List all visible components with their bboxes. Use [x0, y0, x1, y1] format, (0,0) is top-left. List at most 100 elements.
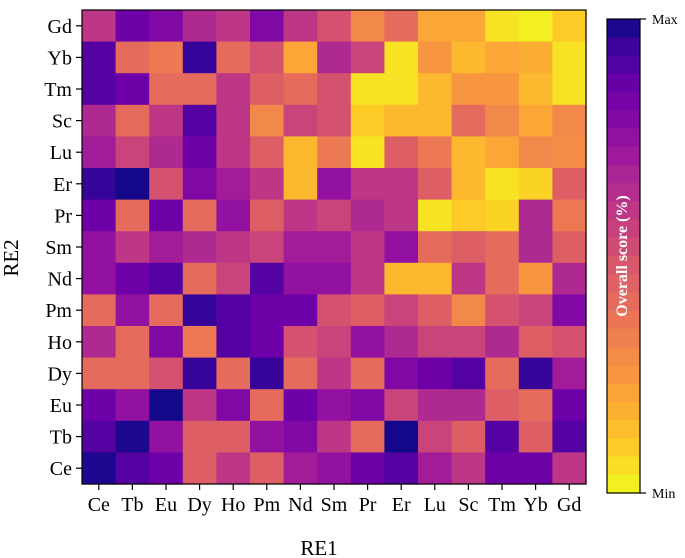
y-tick-label-Sc: Sc — [52, 111, 72, 133]
heatmap-cell-Dy-Ho — [216, 357, 251, 390]
heatmap-cell-Tb-Tb — [115, 420, 150, 453]
heatmap-cell-Nd-Pm — [250, 262, 285, 295]
heatmap-cell-Ce-Tm — [485, 452, 520, 485]
heatmap-cell-Dy-Eu — [149, 357, 184, 390]
heatmap-cell-Ce-Dy — [182, 452, 217, 485]
colorbar-step — [607, 474, 640, 494]
heatmap-cell-Sm-Lu — [418, 231, 453, 264]
heatmap-cell-Tb-Gd — [552, 420, 587, 453]
colorbar-step — [607, 310, 640, 330]
heatmap-cell-Er-Sc — [451, 168, 486, 201]
heatmap-cell-Ho-Pr — [350, 326, 385, 359]
x-tick-label-Gd: Gd — [557, 494, 581, 516]
heatmap-cell-Pr-Sc — [451, 199, 486, 232]
heatmap-cell-Gd-Tm — [485, 10, 520, 43]
colorbar-title: Overall score (%) — [614, 195, 631, 316]
x-tick-label-Ce: Ce — [88, 494, 110, 516]
heatmap-cell-Yb-Lu — [418, 41, 453, 74]
heatmap-cell-Tm-Yb — [518, 73, 553, 106]
heatmap-cell-Tm-Pr — [350, 73, 385, 106]
heatmap-cell-Ce-Gd — [552, 452, 587, 485]
heatmap-cell-Gd-Pr — [350, 10, 385, 43]
colorbar-step — [607, 73, 640, 93]
colorbar-min-label: Min — [652, 487, 675, 502]
heatmap-cell-Gd-Ho — [216, 10, 251, 43]
x-tick-label-Pr: Pr — [359, 494, 377, 516]
heatmap-cell-Eu-Ho — [216, 389, 251, 422]
colorbar-frame — [606, 18, 641, 494]
colorbar-step — [607, 274, 640, 294]
x-tick-label-Dy: Dy — [187, 494, 211, 516]
heatmap-cell-Tb-Pm — [250, 420, 285, 453]
heatmap-cell-Ho-Tb — [115, 326, 150, 359]
colorbar-step — [607, 328, 640, 348]
colorbar-step — [607, 91, 640, 111]
y-tick-label-Lu: Lu — [50, 142, 72, 164]
heatmap-cell-Eu-Sc — [451, 389, 486, 422]
y-tick-label-Pr: Pr — [54, 205, 72, 227]
heatmap-cell-Sm-Tm — [485, 231, 520, 264]
heatmap-cell-Sm-Pr — [350, 231, 385, 264]
heatmap-cell-Ho-Nd — [283, 326, 318, 359]
y-tick-label-Nd: Nd — [48, 269, 72, 291]
heatmap-cell-Er-Dy — [182, 168, 217, 201]
heatmap-cell-Nd-Nd — [283, 262, 318, 295]
heatmap-cell-Lu-Nd — [283, 136, 318, 169]
heatmap-cell-Ho-Sm — [317, 326, 352, 359]
heatmap-cell-Yb-Gd — [552, 41, 587, 74]
heatmap-cell-Er-Ho — [216, 168, 251, 201]
x-tick-label-Tm: Tm — [488, 494, 516, 516]
colorbar-step — [607, 365, 640, 385]
heatmap-cell-Nd-Pr — [350, 262, 385, 295]
heatmap-cell-Pm-Er — [384, 294, 419, 327]
y-tick-label-Gd: Gd — [48, 16, 72, 38]
heatmap-cell-Eu-Sm — [317, 389, 352, 422]
heatmap-cell-Lu-Ce — [82, 136, 117, 169]
y-tick-label-Ho: Ho — [48, 332, 72, 354]
heatmap-cell-Sc-Sm — [317, 104, 352, 137]
heatmap-cell-Pm-Gd — [552, 294, 587, 327]
heatmap-cell-Sc-Lu — [418, 104, 453, 137]
heatmap-cell-Er-Pm — [250, 168, 285, 201]
heatmap-cell-Ce-Ce — [82, 452, 117, 485]
heatmap-cell-Tm-Er — [384, 73, 419, 106]
heatmap-cell-Sm-Sc — [451, 231, 486, 264]
colorbar-step — [607, 110, 640, 129]
heatmap-cell-Er-Ce — [82, 168, 117, 201]
x-tick-label-Sc: Sc — [458, 494, 478, 516]
y-axis-ticks: Gd Yb Tm Sc Lu Er Pr Sm Nd Pm Ho Dy Eu Tb Ce — [44, 16, 82, 480]
heatmap-cell-Sm-Dy — [182, 231, 217, 264]
heatmap-cell-Yb-Nd — [283, 41, 318, 74]
heatmap-cell-Pm-Tb — [115, 294, 150, 327]
heatmap-cell-Ce-Yb — [518, 452, 553, 485]
heatmap-cell-Pm-Tm — [485, 294, 520, 327]
heatmap-cell-Dy-Dy — [182, 357, 217, 390]
heatmap-cell-Nd-Gd — [552, 262, 587, 295]
heatmap-cell-Pr-Eu — [149, 199, 184, 232]
heatmap-cell-Sm-Gd — [552, 231, 587, 264]
heatmap-cell-Tb-Nd — [283, 420, 318, 453]
x-tick-label-Tb: Tb — [121, 494, 143, 516]
heatmap-cell-Nd-Dy — [182, 262, 217, 295]
heatmap-cell-Gd-Sc — [451, 10, 486, 43]
heatmap-cell-Eu-Yb — [518, 389, 553, 422]
heatmap-cell-Pm-Yb — [518, 294, 553, 327]
heatmap-cell-Ho-Pm — [250, 326, 285, 359]
heatmap-cell-Nd-Ho — [216, 262, 251, 295]
heatmap-cell-Sm-Nd — [283, 231, 318, 264]
colorbar-step — [607, 420, 640, 439]
colorbar-step — [607, 55, 640, 75]
heatmap-cell-Nd-Eu — [149, 262, 184, 295]
heatmap-cell-Dy-Pm — [250, 357, 285, 390]
heatmap-cell-Gd-Sm — [317, 10, 352, 43]
heatmap-cell-Nd-Ce — [82, 262, 117, 295]
colorbar-step — [607, 347, 640, 366]
heatmap-cell-Sc-Nd — [283, 104, 318, 137]
heatmap-cell-Pr-Nd — [283, 199, 318, 232]
y-tick-label-Sm: Sm — [45, 237, 72, 259]
colorbar-step — [607, 183, 640, 202]
x-axis-title: RE1 — [300, 536, 337, 558]
y-axis-title: RE2 — [0, 239, 23, 276]
heatmap-cell-Lu-Eu — [149, 136, 184, 169]
heatmap-cell-Lu-Sc — [451, 136, 486, 169]
